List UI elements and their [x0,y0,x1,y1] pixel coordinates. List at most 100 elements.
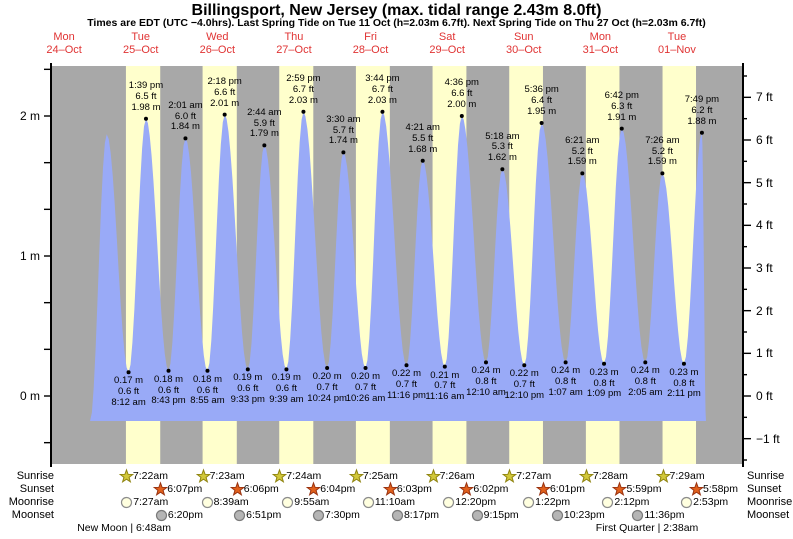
row-label-left-moonrise: Moonrise [8,496,54,508]
moonrise-circle [523,496,535,509]
sunset-icon [688,481,705,497]
moonset-icon [155,509,168,522]
low-tide-label: 0.23 m 0.8 ft 2:11 pm [667,366,701,400]
sunset-star [688,481,705,497]
y-axis-right-label: 4 ft [756,218,773,233]
high-tide-label: 6:21 am 5.2 ft 1.59 m [565,134,600,168]
high-tide-label: 5:18 am 5.3 ft 1.62 m [485,130,520,164]
moonset-circle [234,509,246,522]
row-label-right-moonrise: Moonrise [747,496,793,508]
chart-subtitle: Times are EDT (UTC −4.0hrs). Last Spring… [87,17,706,29]
sunset-icon [612,481,628,497]
day-label: Thu 27–Oct [276,31,312,56]
moonset-icon [234,509,246,522]
day-label: Tue 01–Nov [657,31,696,56]
y-axis-left-label: 0 m [19,389,40,403]
tide-extreme-dot [539,121,544,125]
moon-phase-label: New Moon | 6:48am [77,522,171,534]
row-label-left-sunrise: Sunrise [16,470,54,482]
tide-extreme-dot [341,150,346,155]
day-label: Tue 25–Oct [122,31,159,56]
sunset-time: 6:06pm [243,483,279,495]
moonset-icon [391,509,404,522]
tide-extreme-dot [660,171,665,176]
moonrise-icon [362,496,374,509]
low-tide-label: 0.24 m 0.8 ft 12:10 am [466,365,506,398]
moonrise-icon [121,496,133,509]
sunset-time: 6:04pm [320,483,356,495]
tide-extreme-dot [442,364,447,369]
low-tide-label: 0.22 m 0.7 ft 12:10 pm [504,368,545,401]
y-axis-right-label: 7 ft [756,90,773,105]
moonrise-time: 7:27am [133,496,169,508]
high-tide-label: 2:59 pm 6.7 ft 2.03 m [286,73,321,106]
y-axis-right-label: −1 ft [756,431,780,446]
day-label: Sun 30–Oct [506,31,542,56]
tide-extreme-dot [262,143,267,148]
sunset-star [153,481,169,497]
moonrise-time: 8:39am [213,496,249,508]
tide-extreme-dot [126,370,131,375]
sunset-time: 5:59pm [626,483,662,495]
sunrise-time: 7:27am [516,470,552,482]
tide-extreme-dot [420,158,425,163]
tide-extreme-dot [380,109,385,114]
high-tide-label: 3:30 am 5.7 ft 1.74 m [326,113,361,147]
sunset-star [459,481,475,497]
moonrise-icon [443,496,455,509]
tide-extreme-dot [143,116,148,121]
moonrise-time: 2:12pm [614,496,650,508]
low-tide-label: 0.20 m 0.7 ft 10:26 am [345,371,386,404]
moonset-time: 6:51pm [246,509,282,521]
tide-extreme-dot [222,112,227,117]
moonrise-time: 2:53pm [693,496,729,508]
sunset-star [535,481,552,497]
high-tide-label: 4:21 am 5.5 ft 1.68 m [405,122,440,155]
sunset-star [306,481,322,497]
sunrise-star [655,468,671,484]
moonrise-icon [201,496,213,509]
moonset-icon [312,509,324,522]
row-label-right-moonset: Moonset [747,509,790,521]
high-tide-label: 7:26 am 5.2 ft 1.59 m [645,134,680,168]
moonrise-circle [121,496,133,509]
moonset-icon [632,509,644,522]
moonset-time: 7:30pm [324,509,360,521]
row-label-right-sunrise: Sunrise [747,470,785,482]
moonset-circle [312,509,324,522]
low-tide-label: 0.19 m 0.6 ft 9:33 pm [230,372,265,405]
y-axis-right-label: 3 ft [756,260,773,275]
moonset-icon [471,509,483,522]
moonrise-circle [681,496,693,509]
tide-extreme-dot [404,363,409,368]
tide-extreme-dot [643,360,648,365]
low-tide-label: 0.21 m 0.7 ft 11:16 am [425,369,465,403]
tide-extreme-dot [183,136,188,141]
sunrise-icon [425,468,441,484]
moonrise-icon [282,496,294,509]
sunrise-time: 7:28am [592,470,628,482]
sunrise-icon [348,468,365,484]
day-label: Fri 28–Oct [352,31,389,56]
sunrise-icon [655,468,671,484]
sunrise-time: 7:25am [362,470,398,482]
low-tide-label: 0.19 m 0.6 ft 9:39 am [269,372,304,405]
moonset-circle [632,509,644,522]
low-tide-label: 0.23 m 0.8 ft 1:09 pm [586,366,622,400]
sunrise-time: 7:22am [132,470,168,482]
sunrise-star [348,468,365,484]
row-label-left-moonset: Moonset [11,509,54,521]
sunrise-star [195,468,211,484]
low-tide-label: 0.18 m 0.6 ft 8:43 pm [151,373,186,407]
tide-extreme-dot [284,367,289,372]
moonrise-time: 11:10am [374,496,415,508]
moonset-time: 6:20pm [167,509,203,521]
sunrise-star [425,468,441,484]
sunset-time: 6:02pm [473,483,509,495]
high-tide-label: 2:18 pm 6.6 ft 2.01 m [207,76,242,109]
sunset-icon [535,481,552,497]
y-axis-left-label: 2 m [19,109,40,123]
sunset-star [229,481,245,497]
low-tide-label: 0.20 m 0.7 ft 10:24 pm [307,371,347,404]
moonset-time: 10:23pm [563,509,605,521]
